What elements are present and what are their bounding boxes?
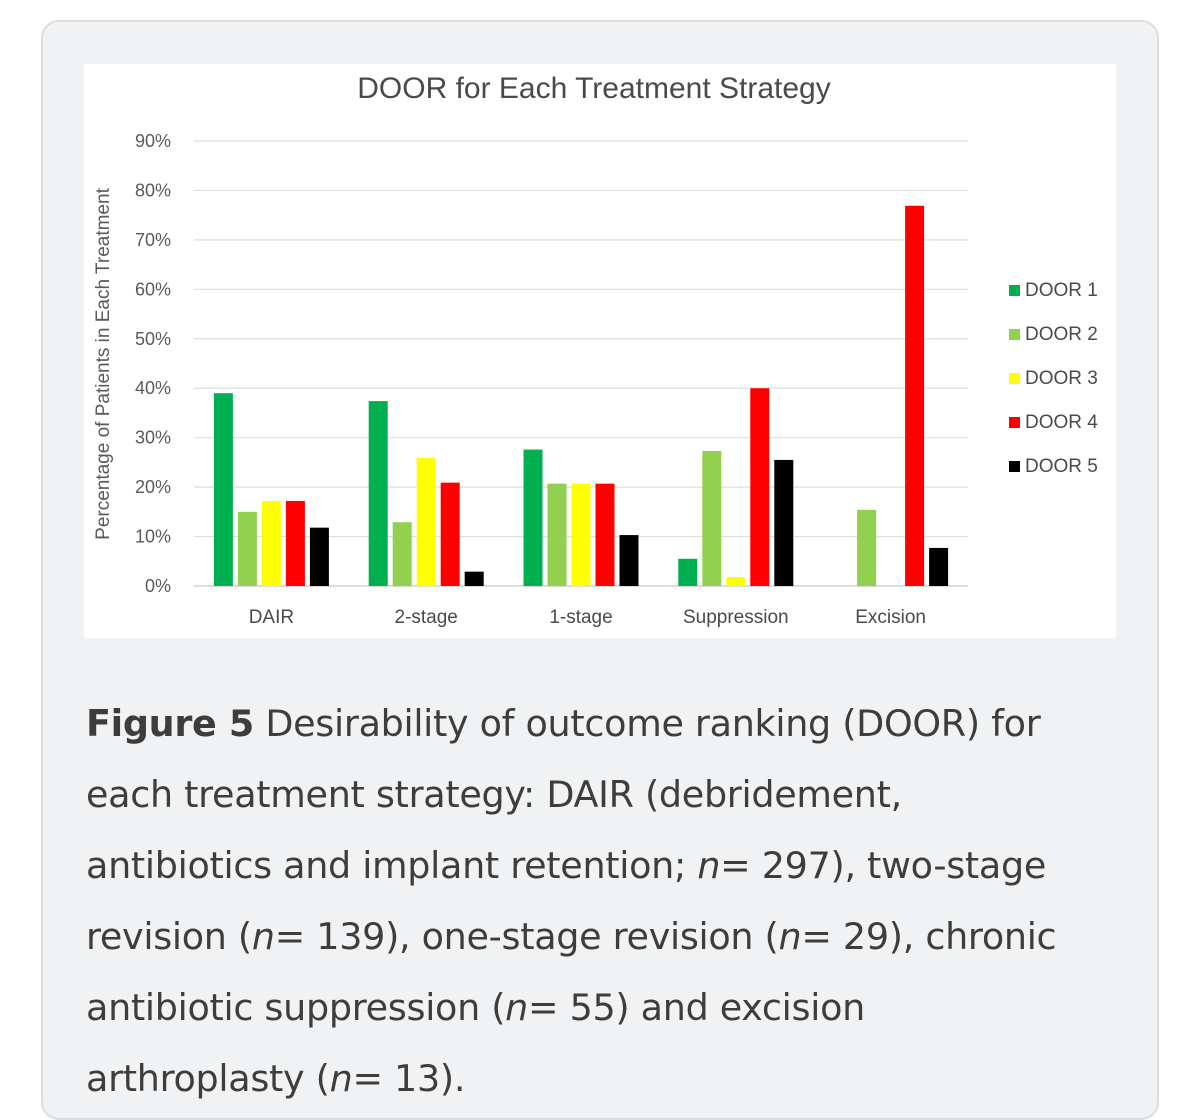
caption-line-3: antibiotics and implant retention; n= 29…: [86, 830, 1126, 901]
bar-door-3-2-stage: [416, 457, 436, 586]
y-axis-label: Percentage of Patients in Each Treatment: [93, 187, 114, 539]
y-tick-label: 20%: [135, 477, 171, 497]
figure-label: Figure 5: [86, 702, 255, 745]
y-tick-label: 70%: [135, 230, 171, 250]
bar-door-5-excision: [929, 547, 949, 586]
legend-swatch: [1009, 285, 1020, 296]
caption-text: each treatment strategy: DAIR (debrideme…: [86, 773, 902, 816]
y-tick-label: 0%: [145, 576, 171, 596]
caption-text: Desirability of outcome ranking (DOOR) f…: [265, 702, 1041, 745]
y-tick-label: 10%: [135, 527, 171, 547]
legend-swatch: [1009, 373, 1020, 384]
x-category-label: 1-stage: [549, 607, 612, 628]
bar-door-2-excision: [857, 509, 877, 586]
legend-label: DOOR 5: [1025, 456, 1098, 477]
legend-label: DOOR 4: [1025, 412, 1098, 433]
bar-door-4-2-stage: [440, 482, 460, 586]
bar-door-2-2-stage: [392, 522, 412, 586]
caption-text: = 55) and excision: [528, 986, 865, 1029]
caption-n: n: [778, 915, 802, 958]
caption-line-4: revision (n= 139), one-stage revision (n…: [86, 901, 1126, 972]
bar-door-3-1-stage: [571, 483, 591, 586]
caption-n: n: [329, 1057, 353, 1100]
legend-swatch: [1009, 329, 1020, 340]
y-tick-label: 40%: [135, 378, 171, 398]
caption-text: antibiotic suppression (: [86, 986, 506, 1029]
y-tick-label: 30%: [135, 428, 171, 448]
bar-door-4-excision: [905, 205, 925, 586]
chart-panel: DOOR for Each Treatment Strategy Percent…: [84, 64, 1116, 638]
caption-text: = 139), one-stage revision (: [274, 915, 779, 958]
legend-label: DOOR 1: [1025, 280, 1098, 301]
bar-door-2-dair: [237, 511, 257, 586]
bar-door-5-suppression: [774, 459, 794, 586]
bar-door-2-suppression: [702, 451, 722, 586]
bar-door-1-dair: [213, 393, 233, 586]
caption-text: arthroplasty (: [86, 1057, 330, 1100]
bar-door-3-suppression: [726, 577, 746, 586]
legend-swatch: [1009, 417, 1020, 428]
legend-swatch: [1009, 461, 1020, 472]
y-tick-label: 90%: [135, 131, 171, 151]
chart-title: DOOR for Each Treatment Strategy: [357, 72, 831, 105]
y-tick-label: 60%: [135, 279, 171, 299]
x-category-label: 2-stage: [395, 607, 458, 628]
caption-text: = 297), two-stage: [720, 844, 1047, 887]
x-category-label: Suppression: [683, 607, 789, 628]
figure-caption: Figure 5 Desirability of outcome ranking…: [86, 688, 1126, 1114]
caption-text: antibiotics and implant retention;: [86, 844, 698, 887]
caption-n: n: [251, 915, 275, 958]
bar-door-4-dair: [285, 500, 305, 586]
bar-door-5-2-stage: [464, 571, 484, 586]
x-category-label: Excision: [855, 607, 926, 628]
caption-line-6: arthroplasty (n= 13).: [86, 1043, 1126, 1114]
bar-chart: DOOR for Each Treatment Strategy Percent…: [93, 72, 1098, 628]
caption-line-1: Figure 5 Desirability of outcome ranking…: [86, 688, 1126, 759]
bar-door-5-1-stage: [619, 535, 639, 586]
caption-text: revision (: [86, 915, 252, 958]
caption-n: n: [505, 986, 528, 1029]
y-tick-label: 80%: [135, 180, 171, 200]
bar-door-1-2-stage: [368, 401, 388, 586]
caption-line-5: antibiotic suppression (n= 55) and excis…: [86, 972, 1126, 1043]
bar-door-3-dair: [261, 500, 281, 586]
legend-label: DOOR 2: [1025, 324, 1098, 345]
bar-door-4-1-stage: [595, 483, 615, 586]
y-tick-label: 50%: [135, 329, 171, 349]
caption-text: = 13).: [352, 1057, 466, 1100]
bar-door-2-1-stage: [547, 483, 567, 586]
bar-door-1-suppression: [678, 558, 698, 586]
caption-n: n: [697, 844, 721, 887]
bar-door-5-dair: [309, 527, 329, 586]
x-category-label: DAIR: [249, 607, 294, 628]
caption-line-2: each treatment strategy: DAIR (debrideme…: [86, 759, 1126, 830]
legend-label: DOOR 3: [1025, 368, 1098, 389]
bar-door-4-suppression: [750, 388, 770, 586]
bar-door-1-1-stage: [523, 449, 543, 586]
caption-text: = 29), chronic: [801, 915, 1057, 958]
